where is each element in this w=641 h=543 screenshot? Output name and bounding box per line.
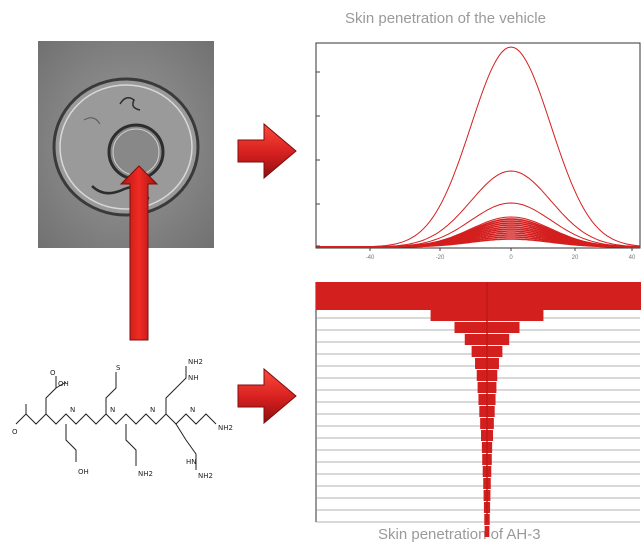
x-tick-label: 0 — [509, 255, 513, 261]
bar — [316, 282, 641, 310]
atom-label: N — [190, 406, 195, 414]
molecule-labels: OH O S NH NH2 HN NH2 OH NH2 NH2 N N N N … — [12, 358, 233, 480]
x-tick-label: 20 — [572, 255, 579, 261]
atom-label: S — [116, 364, 121, 372]
skin-micrograph — [38, 41, 214, 248]
atom-label: NH2 — [138, 470, 153, 478]
x-axis-ticks: -40 -20 0 20 40 — [366, 248, 636, 261]
atom-label: OH — [58, 380, 69, 388]
atom-label: NH2 — [218, 424, 233, 432]
atom-label: NH — [188, 374, 199, 382]
atom-label: N — [110, 406, 115, 414]
bar-chart — [315, 282, 641, 537]
x-tick-label: 40 — [629, 255, 636, 261]
peptide-structure — [15, 366, 217, 470]
bar — [484, 526, 490, 537]
x-tick-label: -40 — [366, 255, 375, 261]
atom-label: O — [12, 428, 18, 436]
atom-label: O — [50, 369, 56, 377]
long-arrow-up-icon — [119, 165, 159, 341]
block-arrow-right-icon — [237, 122, 297, 180]
plot-frame — [315, 42, 641, 249]
y-axis-ticks — [316, 71, 320, 247]
atom-label: OH — [78, 468, 89, 476]
series-line — [316, 238, 641, 248]
line-chart: -40 -20 0 20 40 — [315, 42, 641, 261]
atom-label: HN — [186, 458, 197, 466]
block-arrow-right-icon — [237, 367, 297, 425]
top-chart-caption: Skin penetration of the vehicle — [345, 10, 546, 27]
atom-label: N — [70, 406, 75, 414]
atom-label: NH2 — [188, 358, 203, 366]
x-tick-label: -20 — [436, 255, 445, 261]
atom-label: NH2 — [198, 472, 213, 480]
atom-label: N — [150, 406, 155, 414]
